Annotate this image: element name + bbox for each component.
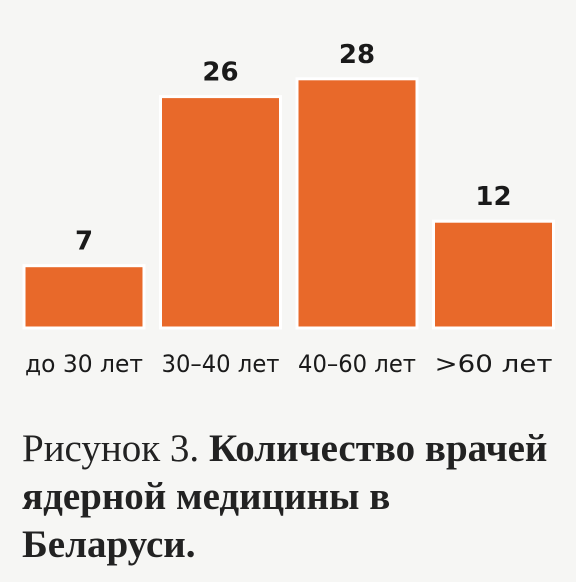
value-label: 28 <box>339 40 375 70</box>
value-label: 7 <box>75 227 93 257</box>
x-tick-label: >60 лет <box>435 350 553 378</box>
chart-title: Количество врачей ядерной медицины в Бел… <box>22 427 548 566</box>
caption: Рисунок 3. Количество врачей ядерной мед… <box>22 425 567 569</box>
x-tick-label: 30–40 лет <box>162 350 280 378</box>
bar <box>295 77 419 330</box>
value-label: 26 <box>202 58 238 88</box>
bar <box>432 219 555 330</box>
figure-label: Рисунок 3. <box>22 427 200 470</box>
bar <box>22 264 146 330</box>
x-tick-label: до 30 лет <box>25 350 143 378</box>
chart: 7 до 30 лет 26 30–40 лет 28 40–60 лет 12 >60 ле… <box>22 40 555 378</box>
value-label: 12 <box>475 182 511 212</box>
bar <box>159 95 282 330</box>
x-tick-label: 40–60 лет <box>298 350 416 378</box>
